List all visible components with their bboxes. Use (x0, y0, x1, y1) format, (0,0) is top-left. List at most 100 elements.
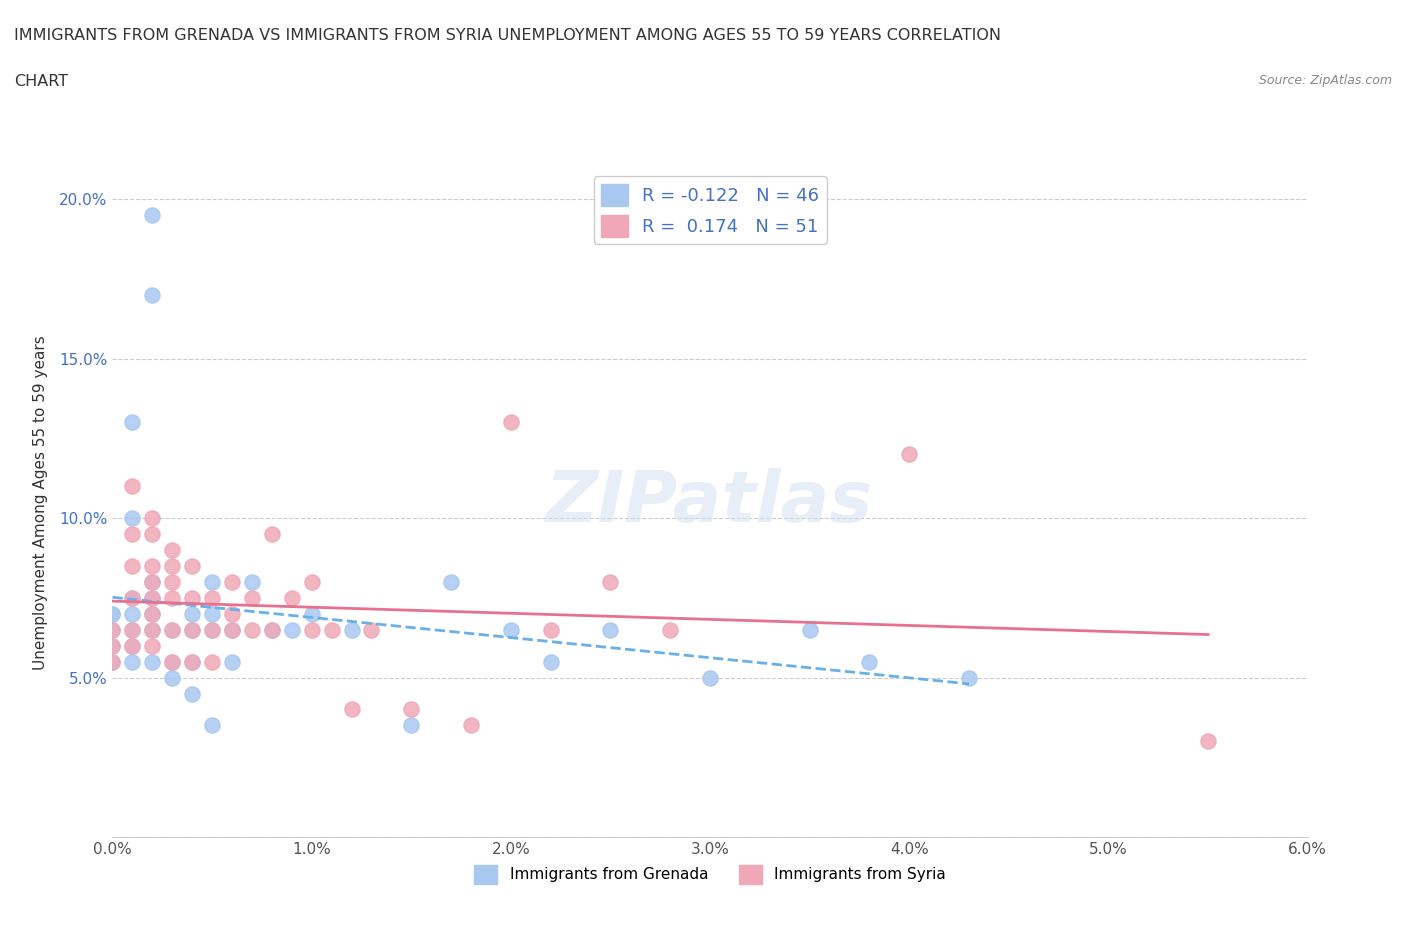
Point (141, 287, 163, 302)
Point (260, 526, 283, 541)
Point (201, 654, 224, 669)
Point (401, 718, 423, 733)
Point (201, 606, 224, 621)
Point (141, 606, 163, 621)
Point (101, 606, 124, 621)
Point (221, 622, 243, 637)
Point (181, 622, 204, 637)
Point (201, 575, 224, 590)
Point (101, 638, 124, 653)
Point (181, 686, 204, 701)
Point (121, 591, 143, 605)
Point (162, 591, 183, 605)
Point (181, 591, 204, 605)
Point (957, 671, 980, 685)
Point (121, 638, 143, 653)
Point (101, 654, 124, 669)
Point (599, 622, 621, 637)
Point (162, 671, 183, 685)
Point (799, 622, 821, 637)
Point (101, 622, 124, 637)
Point (599, 575, 621, 590)
Point (301, 575, 323, 590)
Point (121, 415, 143, 430)
Point (121, 591, 143, 605)
Point (162, 654, 183, 669)
Point (121, 622, 143, 637)
Point (141, 591, 163, 605)
Point (360, 622, 382, 637)
Point (221, 622, 243, 637)
Point (121, 511, 143, 525)
Y-axis label: Unemployment Among Ages 55 to 59 years: Unemployment Among Ages 55 to 59 years (34, 335, 48, 670)
Point (201, 591, 224, 605)
Point (101, 638, 124, 653)
Point (141, 207, 163, 222)
Point (101, 622, 124, 637)
Point (101, 606, 124, 621)
Point (858, 654, 880, 669)
Point (181, 559, 204, 574)
Point (121, 606, 143, 621)
Legend: Immigrants from Grenada, Immigrants from Syria: Immigrants from Grenada, Immigrants from… (468, 858, 952, 890)
Point (141, 575, 163, 590)
Point (659, 622, 682, 637)
Point (201, 622, 224, 637)
Point (340, 702, 363, 717)
Point (162, 654, 183, 669)
Point (141, 591, 163, 605)
Point (181, 654, 204, 669)
Point (141, 575, 163, 590)
Text: CHART: CHART (14, 74, 67, 89)
Point (121, 479, 143, 494)
Point (301, 606, 323, 621)
Point (141, 559, 163, 574)
Point (181, 622, 204, 637)
Point (121, 526, 143, 541)
Point (540, 654, 562, 669)
Point (201, 622, 224, 637)
Point (281, 591, 304, 605)
Point (460, 718, 482, 733)
Point (281, 622, 304, 637)
Point (240, 575, 263, 590)
Point (141, 511, 163, 525)
Point (121, 559, 143, 574)
Point (499, 415, 522, 430)
Point (221, 575, 243, 590)
Point (162, 622, 183, 637)
Point (221, 654, 243, 669)
Point (201, 718, 224, 733)
Text: ZIPatlas: ZIPatlas (547, 468, 873, 537)
Text: IMMIGRANTS FROM GRENADA VS IMMIGRANTS FROM SYRIA UNEMPLOYMENT AMONG AGES 55 TO 5: IMMIGRANTS FROM GRENADA VS IMMIGRANTS FR… (14, 28, 1001, 43)
Point (321, 622, 343, 637)
Point (141, 654, 163, 669)
Point (141, 526, 163, 541)
Point (141, 622, 163, 637)
Point (240, 622, 263, 637)
Point (1197, 734, 1219, 749)
Point (121, 638, 143, 653)
Point (162, 542, 183, 557)
Point (240, 591, 263, 605)
Point (260, 622, 283, 637)
Point (121, 654, 143, 669)
Point (699, 671, 721, 685)
Point (499, 622, 522, 637)
Point (181, 606, 204, 621)
Point (301, 622, 323, 637)
Point (141, 606, 163, 621)
Point (162, 559, 183, 574)
Point (340, 622, 363, 637)
Point (260, 622, 283, 637)
Point (121, 622, 143, 637)
Point (162, 622, 183, 637)
Point (221, 606, 243, 621)
Point (162, 575, 183, 590)
Point (181, 654, 204, 669)
Point (540, 622, 562, 637)
Point (440, 575, 463, 590)
Point (101, 654, 124, 669)
Text: Source: ZipAtlas.com: Source: ZipAtlas.com (1258, 74, 1392, 87)
Point (141, 622, 163, 637)
